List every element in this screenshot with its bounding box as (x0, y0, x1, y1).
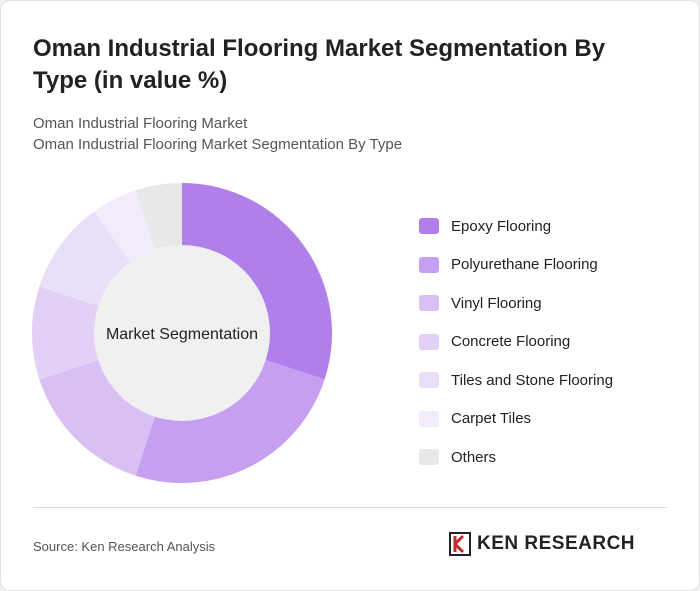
logo-text: KEN RESEARCH (477, 533, 636, 554)
legend-label: Polyurethane Flooring (451, 256, 598, 274)
legend-swatch (419, 218, 439, 235)
legend-swatch (419, 295, 439, 312)
legend-item[interactable]: Others (419, 438, 613, 477)
legend-label: Vinyl Flooring (451, 294, 542, 312)
legend-label: Epoxy Flooring (451, 217, 552, 235)
legend-item[interactable]: Polyurethane Flooring (419, 246, 613, 285)
legend-swatch (419, 449, 439, 466)
subtitle-market: Oman Industrial Flooring Market (33, 115, 248, 132)
legend-swatch (419, 256, 439, 273)
legend-label: Others (451, 448, 497, 466)
donut-hole (94, 245, 270, 421)
legend-label: Tiles and Stone Flooring (451, 371, 614, 389)
legend-label: Carpet Tiles (451, 410, 532, 428)
legend: Epoxy Flooring Polyurethane Flooring Vinyl… (419, 207, 613, 477)
legend-item[interactable]: Vinyl Flooring (419, 284, 613, 323)
legend-item[interactable]: Epoxy Flooring (419, 207, 613, 246)
legend-label: Concrete Flooring (451, 333, 571, 351)
legend-item[interactable]: Tiles and Stone Flooring (419, 361, 613, 400)
divider (33, 507, 667, 508)
legend-swatch (419, 333, 439, 350)
source-note: Source: Ken Research Analysis (33, 539, 216, 554)
legend-item[interactable]: Carpet Tiles (419, 400, 613, 439)
ken-research-logo: KEN RESEARCH (449, 532, 635, 556)
subtitle-segmentation: Oman Industrial Flooring Market Segmenta… (33, 136, 403, 153)
legend-swatch (419, 410, 439, 427)
donut-chart: Market Segmentation (32, 183, 333, 484)
legend-item[interactable]: Concrete Flooring (419, 323, 613, 362)
center-label: Market Segmentation (106, 326, 258, 343)
logo-k-icon (449, 532, 471, 556)
legend-swatch (419, 372, 439, 389)
chart-title: Oman Industrial Flooring Market Segmenta… (33, 35, 606, 94)
